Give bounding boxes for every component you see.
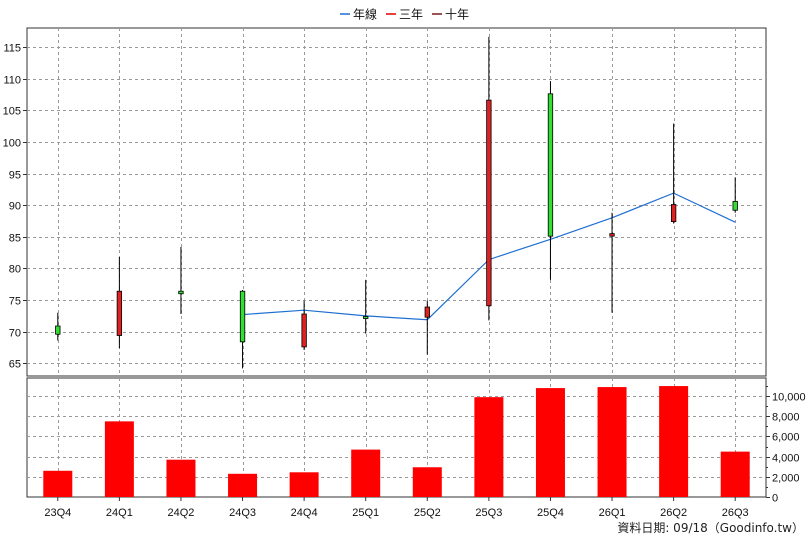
x-tick-label: 25Q1 <box>352 507 379 519</box>
candle-body <box>732 200 738 211</box>
volume-tick-label: 4,000 <box>772 453 800 465</box>
candle-body <box>670 204 677 223</box>
volume-bar <box>597 387 627 497</box>
price-tick-label: 80 <box>9 264 21 276</box>
x-tick-label: 24Q4 <box>291 507 318 519</box>
volume-bar <box>351 449 381 497</box>
candle-body <box>424 306 430 318</box>
volume-bar <box>43 470 73 497</box>
x-tick-label: 23Q4 <box>44 507 71 519</box>
x-tick-label: 25Q3 <box>475 507 502 519</box>
candle-body <box>547 93 554 237</box>
candle-body <box>116 290 123 336</box>
price-tick-label: 95 <box>9 170 21 182</box>
candle-body <box>301 313 307 348</box>
legend-label: 年線 <box>353 7 377 22</box>
volume-tick-label: 0 <box>772 493 778 505</box>
volume-tick-label: 2,000 <box>772 473 800 485</box>
price-tick-label: 90 <box>9 201 21 213</box>
legend: 年線 三年 十年 <box>340 7 469 22</box>
candle-body <box>363 316 369 319</box>
volume-panel: 0 2,000 4,000 6,000 8,000 10,000 <box>26 377 806 505</box>
volume-bar <box>412 467 442 497</box>
x-tick-label: 25Q4 <box>537 507 564 519</box>
volume-bar <box>289 472 319 497</box>
x-tick-label: 26Q1 <box>599 507 626 519</box>
legend-label: 十年 <box>445 8 469 22</box>
price-plot-frame <box>26 27 767 377</box>
volume-bar <box>659 386 689 497</box>
x-tick-label: 25Q2 <box>414 507 441 519</box>
price-tick-label: 115 <box>3 43 21 55</box>
price-tick-label: 105 <box>3 106 21 118</box>
candle-body <box>239 290 246 343</box>
volume-bar <box>720 451 750 497</box>
volume-bar <box>535 388 565 497</box>
legend-label: 三年 <box>399 8 423 22</box>
x-tick-label: 24Q1 <box>106 507 133 519</box>
volume-tick-label: 6,000 <box>772 432 800 444</box>
volume-tick-label: 10,000 <box>772 392 806 404</box>
candle-body <box>55 325 61 335</box>
price-tick-label: 65 <box>9 359 21 371</box>
candle-body <box>178 290 184 295</box>
price-tick-label: 75 <box>9 296 21 308</box>
volume-bar <box>228 473 258 497</box>
volume-plot-frame <box>26 377 767 498</box>
candle-body <box>486 99 492 307</box>
volume-bar <box>104 421 134 497</box>
x-tick-label: 26Q3 <box>722 507 749 519</box>
x-tick-label: 24Q3 <box>229 507 256 519</box>
volume-bar <box>474 397 504 497</box>
x-tick-label: 24Q2 <box>167 507 194 519</box>
volume-tick-label: 8,000 <box>772 412 800 424</box>
data-date-footer: 資料日期: 09/18（Goodinfo.tw） <box>617 521 804 535</box>
price-tick-label: 85 <box>9 233 21 245</box>
x-axis: 23Q4 24Q1 24Q2 24Q3 24Q4 25Q1 25Q2 25Q3 25Q4 26Q1… <box>44 497 749 519</box>
price-tick-label: 110 <box>3 75 21 87</box>
x-tick-label: 26Q2 <box>660 507 687 519</box>
volume-bar <box>166 459 196 497</box>
price-tick-label: 70 <box>9 328 21 340</box>
candle-body <box>609 233 615 237</box>
price-panel: 65 70 75 80 85 90 95 100 105 110 115 <box>3 27 767 377</box>
price-tick-label: 100 <box>3 138 21 150</box>
